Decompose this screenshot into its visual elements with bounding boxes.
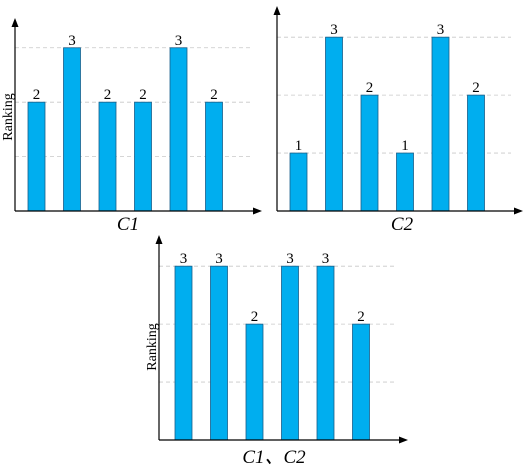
data-label: 2 [357,309,365,325]
chart-c1-c2: Ranking C1、C2 3 3 2 3 3 2 [145,235,408,468]
x-axis-label: C1、C2 [242,447,306,466]
y-axis-arrow [273,6,281,15]
data-label: 2 [33,87,41,103]
bar [27,101,46,212]
bar [431,36,450,212]
data-label: 3 [437,22,445,38]
bar [360,94,379,212]
bar [467,94,485,212]
data-label: 3 [68,33,76,49]
x-axis-arrow [253,207,262,215]
x-axis-arrow [514,207,523,215]
data-label: 1 [401,138,409,154]
bar [396,152,414,212]
data-label: 3 [286,251,294,267]
data-label: 3 [330,22,338,38]
y-axis-label: Ranking [145,323,160,370]
bar [174,265,193,441]
x-axis-label: C2 [391,214,414,235]
data-label: 3 [175,33,183,49]
bar [316,265,335,441]
data-label: 2 [366,80,374,96]
chart-c1: Ranking C1 2 3 2 2 3 2 [1,18,262,235]
bar [169,47,188,212]
chart-c2: C2 1 3 2 1 3 2 [273,6,523,235]
x-axis-arrow [399,436,408,444]
bar [63,47,81,212]
y-axis-label: Ranking [1,93,16,140]
bar [134,101,152,212]
bar [281,265,299,441]
data-label: 2 [139,87,147,103]
bar [245,323,264,441]
data-label: 2 [472,80,480,96]
bar [98,101,117,212]
data-label: 3 [180,251,188,267]
data-label: 3 [215,251,223,267]
y-axis-arrow [11,18,19,27]
bar [210,265,228,441]
data-label: 2 [251,309,259,325]
bar [205,101,223,212]
bar [325,36,343,212]
bar [352,323,370,441]
data-label: 1 [295,138,303,154]
y-axis-arrow [155,235,163,244]
bar [289,152,308,212]
data-label: 3 [322,251,330,267]
data-label: 2 [210,87,218,103]
data-label: 2 [104,87,112,103]
x-axis-label: C1 [117,214,139,235]
